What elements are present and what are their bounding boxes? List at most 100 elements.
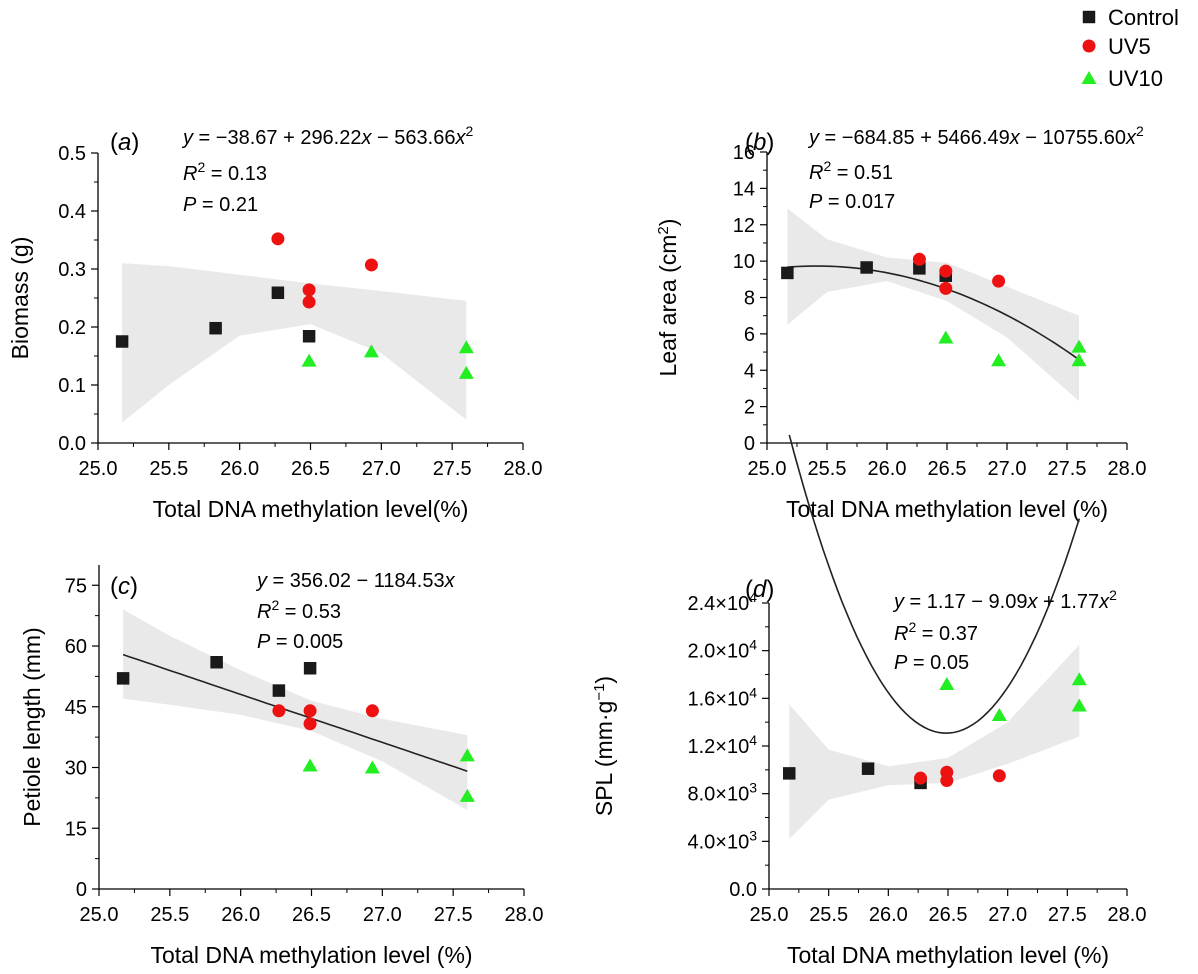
x-tick-label: 27.5 [1048, 904, 1087, 926]
y-tick-label: 2.0×104 [687, 637, 757, 663]
panel-a: 25.0 25.5 26.0 26.5 27.0 27.5 28.0 0.0 0.1 0.2 0.3… [7, 123, 543, 522]
data-point-uv10 [1071, 698, 1087, 712]
confidence-band [123, 609, 468, 810]
data-point-uv5 [992, 769, 1006, 783]
confidence-band [787, 208, 1079, 402]
regression-equation: y = 356.02 − 1184.53x [255, 570, 456, 592]
y-tick-label: 0.1 [58, 375, 86, 397]
data-point-control [861, 762, 875, 775]
r-squared: R2 = 0.53 [257, 597, 341, 623]
p-value: P = 0.017 [809, 191, 895, 213]
x-tick-label: 28.0 [1108, 904, 1147, 926]
x-axis-label: Total DNA methylation level (%) [150, 942, 472, 968]
data-point-uv10 [1071, 339, 1087, 353]
y-tick-label: 45 [65, 697, 87, 719]
y-tick-label: 0 [744, 433, 755, 455]
y-tick-label: 12 [733, 215, 755, 237]
confidence-band [789, 644, 1080, 839]
panel-label: (a) [110, 129, 139, 156]
y-tick-label: 0.0 [58, 433, 86, 455]
y-tick-label: 8 [744, 288, 755, 310]
data-point-control [271, 286, 285, 299]
y-tick-label: 0.4 [58, 201, 86, 223]
data-point-uv5 [271, 232, 285, 246]
data-point-uv5 [914, 771, 928, 785]
data-point-control [860, 261, 873, 274]
data-point-control [115, 335, 129, 348]
fit-line [787, 265, 1080, 361]
regression-equation: y = −38.67 + 296.22x − 563.66x2 [181, 123, 473, 149]
y-tick-label: 0.5 [58, 143, 86, 165]
p-value: P = 0.005 [257, 631, 343, 653]
data-point-uv10 [459, 788, 475, 802]
data-point-uv5 [364, 258, 378, 272]
y-tick-label: 16 [733, 142, 755, 164]
data-point-control [210, 656, 223, 669]
x-tick-label: 27.0 [362, 458, 401, 480]
data-point-uv10 [363, 344, 379, 358]
legend-marker-control [1082, 10, 1096, 24]
data-point-uv10 [459, 748, 475, 762]
x-tick-label: 28.0 [505, 904, 544, 926]
y-tick-label: 0.2 [58, 317, 86, 339]
y-tick-label: 60 [65, 636, 87, 658]
y-tick-label: 30 [65, 758, 87, 780]
x-tick-label: 25.0 [79, 458, 118, 480]
y-tick-label: 1.6×104 [687, 684, 757, 710]
r-squared: R2 = 0.37 [894, 619, 978, 645]
data-point-control [783, 767, 796, 780]
legend-label-control: Control [1108, 5, 1179, 30]
legend-marker-uv10 [1081, 71, 1097, 84]
x-tick-label: 27.0 [988, 458, 1027, 480]
data-point-uv5 [302, 283, 316, 297]
y-axis-label: Biomass (g) [7, 237, 33, 360]
y-tick-label: 4 [744, 360, 755, 382]
data-point-uv5 [939, 264, 953, 278]
data-point-uv5 [302, 295, 316, 309]
data-point-uv5 [992, 274, 1006, 288]
data-point-uv10 [991, 708, 1007, 722]
x-tick-label: 26.0 [220, 458, 259, 480]
x-tick-label: 26.5 [291, 458, 330, 480]
y-tick-label: 2.4×104 [687, 589, 757, 615]
data-point-control [303, 662, 317, 675]
y-tick-label: 1.2×104 [687, 732, 757, 758]
y-tick-label: 10 [733, 251, 755, 273]
x-axis-label: Total DNA methylation level (%) [786, 496, 1108, 522]
data-point-uv10 [1071, 672, 1087, 686]
y-axis-label: Petiole length (mm) [19, 627, 45, 826]
data-point-uv10 [1071, 353, 1087, 367]
x-tick-label: 25.5 [808, 458, 847, 480]
y-tick-label: 0.3 [58, 259, 86, 281]
x-tick-label: 28.0 [504, 458, 543, 480]
x-tick-label: 25.5 [150, 904, 189, 926]
r-squared: R2 = 0.13 [183, 159, 267, 185]
x-tick-label: 27.5 [1048, 458, 1087, 480]
x-tick-label: 25.5 [149, 458, 188, 480]
data-point-control [781, 266, 794, 280]
y-tick-label: 8.0×103 [687, 780, 757, 806]
y-tick-label: 2 [744, 397, 755, 419]
data-point-uv10 [991, 353, 1007, 367]
x-tick-label: 26.0 [869, 904, 908, 926]
y-tick-label: 4.0×103 [687, 827, 757, 853]
panel-label: (d) [745, 576, 774, 603]
fit-line [788, 434, 1081, 734]
data-point-uv5 [939, 281, 953, 295]
data-point-control [209, 321, 222, 335]
y-tick-label: 0.0 [729, 879, 757, 901]
x-tick-label: 25.5 [809, 904, 848, 926]
y-axis-label: SPL (mm·g−1) [591, 676, 618, 816]
x-tick-label: 25.0 [750, 904, 789, 926]
panel-b: 25.0 25.5 26.0 26.5 27.0 27.5 28.0 0 2 4 6 8 10 12 14 1… [655, 123, 1147, 522]
legend: Control UV5 UV10 [1081, 5, 1179, 91]
data-point-uv5 [912, 252, 926, 266]
r-squared: R2 = 0.51 [809, 158, 893, 184]
data-point-uv5 [272, 704, 286, 718]
x-tick-label: 26.5 [292, 904, 331, 926]
data-point-uv10 [458, 365, 474, 379]
data-point-uv5 [365, 704, 379, 718]
data-point-uv10 [302, 758, 318, 772]
x-tick-label: 26.0 [221, 904, 260, 926]
